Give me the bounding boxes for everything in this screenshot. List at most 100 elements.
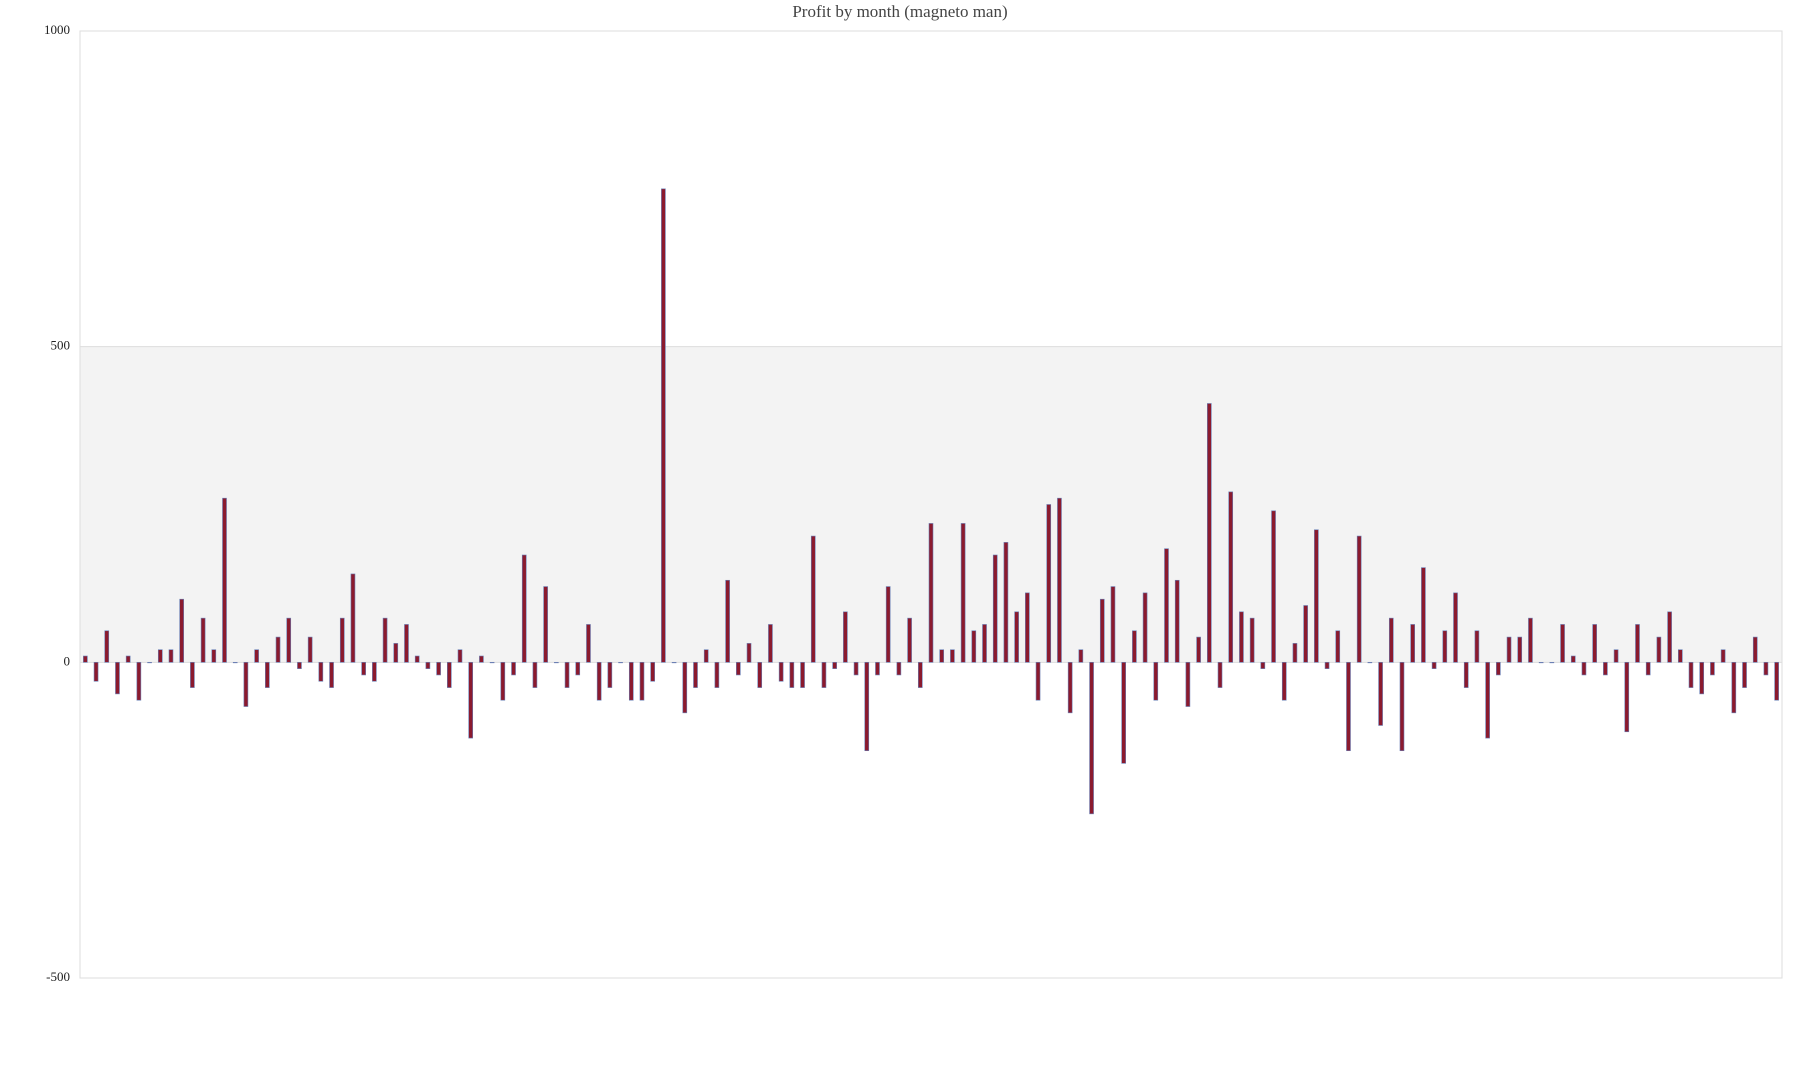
bar <box>179 598 184 663</box>
bar <box>372 662 377 682</box>
bar <box>1410 624 1415 663</box>
bar <box>971 630 977 663</box>
bar <box>917 662 923 688</box>
bar <box>382 617 388 663</box>
bar <box>115 662 120 695</box>
bar <box>1260 662 1266 669</box>
bar <box>147 662 152 664</box>
bar <box>318 662 324 682</box>
bar <box>778 662 784 682</box>
bar <box>853 662 859 676</box>
bar <box>714 662 720 688</box>
bar <box>1421 567 1426 663</box>
bar <box>1121 662 1126 764</box>
bar <box>671 662 677 664</box>
y-tick-label: 1000 <box>44 22 70 37</box>
bar <box>1656 636 1662 663</box>
bar <box>190 662 195 688</box>
bar <box>1688 662 1694 688</box>
bar <box>532 662 538 688</box>
bar <box>1324 662 1330 669</box>
bar <box>1678 649 1683 663</box>
bar <box>457 649 463 663</box>
y-tick-label: 0 <box>64 653 71 668</box>
bar <box>768 624 773 663</box>
bar <box>682 662 688 714</box>
bar <box>725 579 730 663</box>
bar <box>1335 630 1341 663</box>
bar <box>575 662 581 676</box>
bar <box>628 662 634 701</box>
bar <box>618 662 623 664</box>
bar <box>1292 643 1298 663</box>
bar <box>789 662 795 688</box>
bar <box>800 662 805 688</box>
y-tick-label: 500 <box>51 338 71 353</box>
bar <box>1570 655 1576 663</box>
bar <box>639 662 645 701</box>
bar <box>1067 662 1073 714</box>
bar <box>1763 662 1769 676</box>
bar <box>693 662 698 688</box>
bar <box>1314 529 1319 663</box>
bar <box>1581 662 1587 676</box>
bar <box>661 188 666 663</box>
bar <box>1035 662 1041 701</box>
bar <box>436 662 441 676</box>
bar <box>1720 649 1726 663</box>
bar <box>104 630 110 663</box>
bar <box>1228 491 1234 663</box>
bar <box>265 662 270 688</box>
bar <box>864 662 870 752</box>
bar <box>1025 592 1030 663</box>
bar <box>885 586 891 663</box>
bar <box>1164 548 1169 663</box>
bar <box>1752 636 1758 663</box>
bar <box>1549 662 1555 664</box>
bar <box>810 535 816 663</box>
bar <box>168 649 174 663</box>
bar <box>414 655 420 663</box>
bar <box>746 643 752 663</box>
bar <box>1142 592 1148 663</box>
bar <box>361 662 366 676</box>
bar <box>1003 542 1009 663</box>
bar <box>1506 636 1512 663</box>
bar <box>1281 662 1287 701</box>
bar <box>1517 636 1523 663</box>
bar <box>243 662 249 707</box>
bar <box>1431 662 1437 669</box>
bar <box>200 617 206 663</box>
bar <box>1592 624 1597 663</box>
bar <box>232 662 238 664</box>
bar <box>1474 630 1480 663</box>
bar <box>1388 617 1394 663</box>
bar <box>1613 649 1619 663</box>
bar <box>1271 510 1276 663</box>
bar <box>425 662 431 669</box>
chart-title: Profit by month (magneto man) <box>792 2 1007 21</box>
bar <box>1110 586 1116 663</box>
bar <box>329 662 334 688</box>
bar <box>136 662 142 701</box>
bar <box>1635 624 1640 663</box>
bar <box>1089 662 1094 815</box>
bar <box>1453 592 1458 663</box>
bar <box>1367 662 1373 664</box>
bar <box>1774 662 1779 701</box>
bar <box>157 649 163 663</box>
bar <box>832 662 837 669</box>
bar <box>1078 649 1084 663</box>
bar <box>1153 662 1159 701</box>
bar <box>489 662 495 664</box>
bar <box>393 643 399 663</box>
bar <box>1239 611 1244 663</box>
bar <box>125 655 131 663</box>
bar <box>1399 662 1405 752</box>
bar <box>1528 617 1533 663</box>
bar <box>960 523 966 663</box>
bar <box>939 649 945 663</box>
bar <box>511 662 516 676</box>
